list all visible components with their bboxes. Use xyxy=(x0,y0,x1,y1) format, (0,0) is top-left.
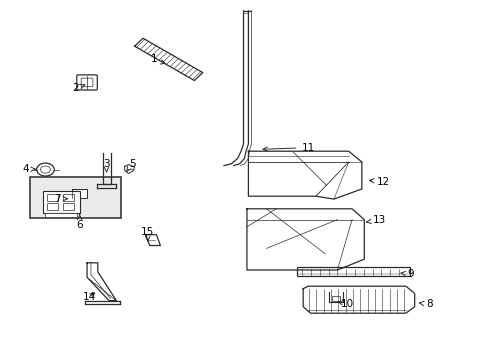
Bar xyxy=(45,213,77,217)
Bar xyxy=(63,194,74,201)
Text: 4: 4 xyxy=(22,164,35,174)
Text: 15: 15 xyxy=(141,227,154,241)
Text: 1: 1 xyxy=(150,54,165,64)
Text: 5: 5 xyxy=(126,159,135,172)
Bar xyxy=(43,191,80,213)
Text: 7: 7 xyxy=(54,194,67,204)
Text: 12: 12 xyxy=(369,177,390,187)
Bar xyxy=(47,194,58,201)
Bar xyxy=(297,267,409,276)
Text: 3: 3 xyxy=(103,159,110,172)
Text: 10: 10 xyxy=(337,299,353,309)
Text: 14: 14 xyxy=(82,292,96,302)
Bar xyxy=(63,203,74,210)
Bar xyxy=(47,203,58,210)
Bar xyxy=(331,296,340,301)
Text: 2: 2 xyxy=(72,83,84,93)
Bar xyxy=(72,189,87,198)
Text: 13: 13 xyxy=(366,215,385,225)
Text: 9: 9 xyxy=(400,269,413,279)
Text: 11: 11 xyxy=(263,143,314,153)
Text: 6: 6 xyxy=(76,215,83,230)
Text: 8: 8 xyxy=(419,299,432,309)
Bar xyxy=(30,177,121,218)
